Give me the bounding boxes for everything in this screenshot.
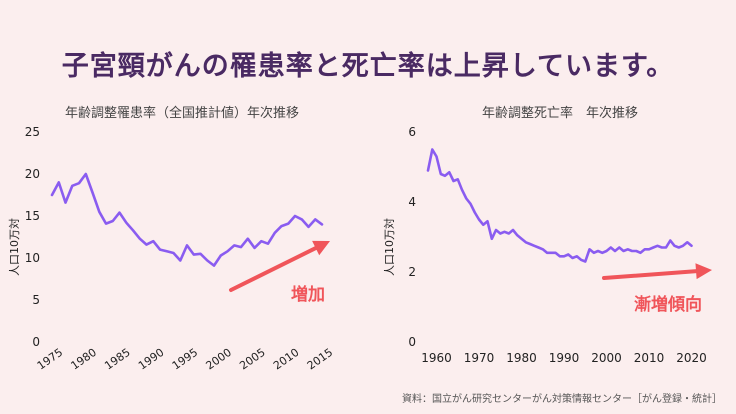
trend-arrowhead-icon: [695, 263, 712, 280]
x-tick-label: 2010: [271, 346, 301, 373]
trend-arrow-icon: [229, 244, 322, 292]
x-tick-label: 2015: [305, 346, 335, 373]
y-tick-label: 6: [408, 125, 416, 139]
y-axis-label: 人口10万対: [7, 218, 21, 276]
mortality-chart-title: 年齢調整死亡率 年次推移: [481, 106, 638, 121]
x-tick-label: 1995: [170, 346, 200, 373]
y-tick-label: 25: [25, 125, 40, 139]
y-tick-label: 20: [25, 167, 40, 181]
x-tick-label: 1975: [35, 346, 65, 373]
y-tick-label: 15: [25, 209, 40, 223]
x-tick-label: 2000: [204, 346, 234, 373]
x-tick-label: 2020: [676, 351, 707, 365]
y-tick-label: 0: [408, 335, 416, 349]
y-tick-label: 10: [25, 251, 40, 265]
y-tick-label: 5: [32, 293, 40, 307]
x-tick-label: 1960: [421, 351, 452, 365]
series-line: [50, 172, 324, 267]
series-line: [426, 148, 693, 263]
trend-annotation: 増加: [291, 284, 325, 305]
x-tick-label: 2000: [591, 351, 622, 365]
y-axis-label: 人口10万対: [382, 218, 396, 276]
y-tick-label: 2: [408, 265, 416, 279]
page-headline: 子宮頸がんの罹患率と死亡率は上昇しています。: [61, 51, 675, 82]
trend-arrowhead-icon: [312, 240, 330, 256]
trend-arrow-icon: [602, 268, 703, 280]
x-tick-label: 1980: [506, 351, 537, 365]
y-tick-label: 0: [32, 335, 40, 349]
trend-annotation: 漸増傾向: [634, 294, 702, 315]
mortality-chart: 0 2 4 6 1960 1970 1980 1990 2000 2010 2020 人口10万対漸増…: [382, 125, 712, 365]
x-tick-label: 2010: [634, 351, 665, 365]
x-tick-label: 1990: [549, 351, 580, 365]
source-note: 資料：国立がん研究センターがん対策情報センター［がん登録・統計］: [402, 394, 722, 405]
x-tick-label: 1985: [102, 346, 132, 373]
x-tick-label: 1990: [136, 346, 166, 373]
y-tick-label: 4: [408, 195, 416, 209]
x-tick-label: 1970: [464, 351, 495, 365]
x-tick-label: 2005: [237, 346, 267, 373]
x-tick-label: 1980: [69, 346, 99, 373]
incidence-chart-title: 年齢調整罹患率（全国推計値）年次推移: [64, 106, 299, 121]
